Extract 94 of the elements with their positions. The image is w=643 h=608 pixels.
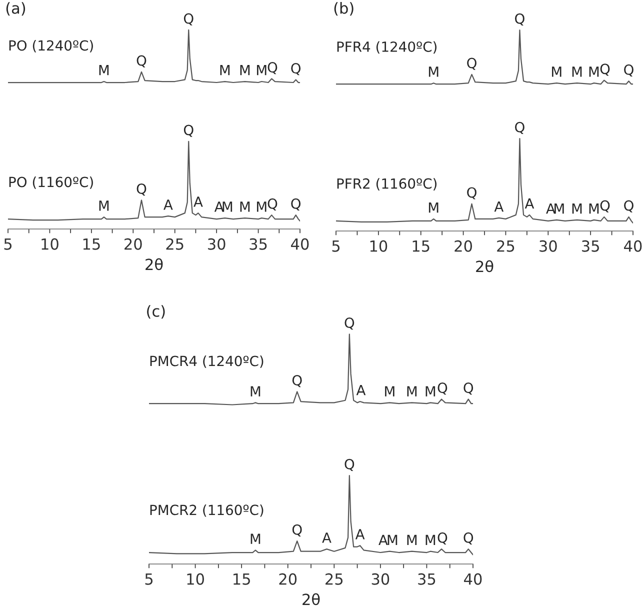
text: PO (1160ºC): [9, 176, 93, 189]
annotation: M: [589, 66, 599, 77]
annotation: A: [214, 202, 224, 212]
annotation: Q: [344, 318, 354, 330]
annotation: Q: [515, 122, 524, 134]
x-tick-label: 30: [540, 240, 557, 252]
chart-title: (a): [6, 2, 26, 16]
x-tick-label: 15: [412, 240, 430, 252]
text: PFR2 (1160ºC): [337, 178, 436, 190]
x-tick-label: 15: [83, 238, 100, 250]
x-tick-label: 10: [187, 573, 204, 585]
annotation: M: [572, 66, 582, 77]
annotation: M: [407, 386, 417, 396]
annotation: Q: [292, 524, 302, 536]
x-tick-label: 40: [291, 238, 309, 250]
x-tick-label: 25: [166, 238, 184, 250]
x-tick-label: 35: [582, 240, 599, 252]
chart-title: (b): [334, 2, 354, 16]
annotation: M: [426, 386, 436, 396]
annotation: M: [385, 386, 394, 396]
x-tick-label: 5: [332, 240, 340, 252]
text: PMCR2 (1160ºC): [150, 504, 264, 517]
x-tick-label: 30: [372, 573, 390, 585]
x-tick-label: 10: [370, 240, 388, 252]
x-tick-label: 25: [326, 573, 343, 585]
annotation: M: [240, 202, 250, 212]
annotation: M: [428, 66, 438, 77]
annotation: A: [494, 201, 504, 212]
annotation: Q: [467, 187, 476, 200]
x-tick-label: 20: [454, 240, 472, 252]
annotation: A: [322, 532, 332, 543]
x-tick-label: 35: [418, 573, 436, 585]
annotation: M: [220, 65, 230, 76]
x-tick-label: 20: [124, 238, 142, 250]
annotation: M: [250, 534, 260, 544]
x-tick-label: 40: [464, 573, 482, 585]
annotation: Q: [268, 62, 278, 74]
annotation: A: [194, 196, 203, 207]
annotation: M: [552, 66, 562, 77]
x-tick-label: 15: [234, 574, 250, 585]
x-axis-title: 2θ: [302, 593, 320, 606]
annotation: Q: [184, 124, 194, 137]
annotation: Q: [268, 198, 278, 210]
annotation: M: [256, 202, 266, 212]
annotation: Q: [515, 13, 524, 26]
annotation: M: [554, 203, 564, 214]
annotation: Q: [136, 55, 146, 68]
annotation: A: [546, 203, 556, 214]
annotation: M: [426, 534, 436, 545]
x-tick-label: 40: [624, 240, 642, 252]
annotation: Q: [291, 198, 301, 210]
text: PMCR4 (1240ºC): [150, 356, 264, 368]
annotation: Q: [600, 200, 610, 212]
x-tick-label: 20: [279, 573, 297, 585]
annotation: Q: [438, 532, 448, 544]
x-axis-title: 2θ: [146, 258, 163, 270]
annotation: M: [256, 65, 266, 76]
annotation: M: [250, 386, 260, 396]
annotation: Q: [438, 382, 448, 395]
annotation: M: [572, 203, 582, 214]
annotation: M: [388, 534, 398, 545]
x-axis-title: 2θ: [476, 260, 494, 272]
annotation: A: [164, 200, 173, 210]
annotation: M: [99, 65, 109, 76]
annotation: Q: [291, 63, 301, 76]
annotation: M: [240, 65, 250, 76]
chart-title: (c): [147, 305, 165, 319]
annotation: A: [356, 385, 366, 396]
annotation: Q: [624, 200, 634, 212]
annotation: Q: [624, 64, 634, 77]
annotation: M: [222, 202, 232, 212]
text: PFR4 (1240ºC): [337, 41, 436, 54]
annotation: A: [378, 534, 388, 545]
annotation: Q: [184, 13, 194, 26]
annotation: Q: [292, 374, 302, 388]
x-tick-label: 5: [145, 574, 153, 585]
annotation: A: [524, 198, 534, 209]
annotation: Q: [344, 458, 354, 471]
annotation: Q: [464, 532, 474, 544]
x-tick-label: 10: [42, 238, 58, 250]
x-tick-label: 5: [4, 238, 12, 250]
x-tick-label: 30: [208, 238, 226, 250]
annotation: Q: [136, 183, 146, 196]
x-tick-label: 25: [497, 240, 514, 252]
annotation: M: [99, 200, 109, 211]
text: PO (1240ºC): [9, 40, 93, 52]
annotation: Q: [600, 64, 610, 76]
annotation: M: [428, 202, 438, 213]
annotation: M: [407, 534, 417, 545]
x-tick-label: 35: [250, 238, 267, 250]
annotation: A: [355, 529, 365, 540]
annotation: Q: [467, 58, 476, 70]
annotation: Q: [464, 382, 474, 395]
annotation: M: [589, 203, 599, 214]
